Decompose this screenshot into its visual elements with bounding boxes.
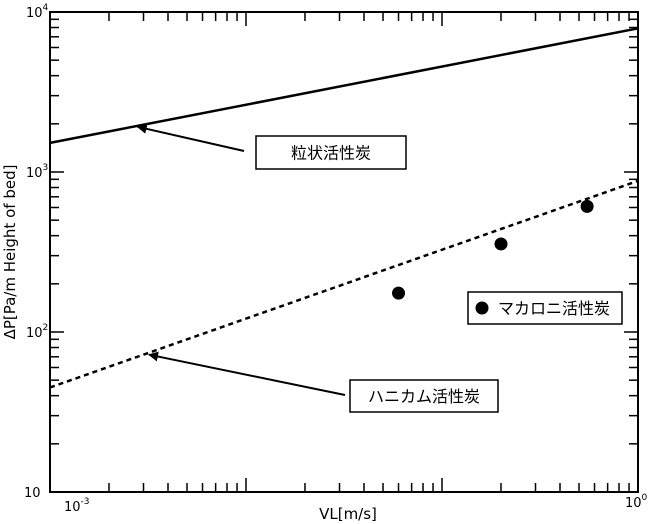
y-tick-label: 104 [26, 3, 49, 21]
label-honeycomb-text: ハニカム活性炭 [368, 387, 480, 406]
label-macaroni: マカロニ活性炭 [467, 291, 623, 325]
y-tick-label: 102 [26, 323, 48, 341]
y-axis-label: ΔP[Pa/m Height of bed] [1, 165, 19, 340]
data-point [392, 286, 406, 300]
ticks: 10 102 103 104 10-3 100 [24, 3, 648, 515]
label-granular: 粒状活性炭 [255, 135, 407, 170]
plot-frame [49, 11, 639, 493]
label-granular-frame [255, 135, 407, 170]
legend-marker [475, 301, 489, 315]
y-tick-label: 103 [26, 163, 48, 181]
series [49, 27, 639, 389]
arrow-honeycomb [148, 351, 346, 396]
label-granular-text: 粒状活性炭 [291, 144, 371, 163]
data-point [494, 237, 508, 251]
label-macaroni-frame [467, 291, 623, 325]
series-line-dashed [49, 179, 639, 389]
label-macaroni-text: マカロニ活性炭 [498, 299, 610, 318]
x-tick-label: 10-3 [64, 497, 90, 515]
axes [49, 11, 639, 493]
label-honeycomb: ハニカム活性炭 [349, 379, 499, 413]
x-axis-label: VL[m/s] [319, 505, 377, 523]
x-tick-label: 100 [625, 493, 648, 511]
series-line-solid [49, 27, 639, 145]
data-point [580, 199, 594, 213]
label-honeycomb-frame [349, 379, 499, 413]
y-tick-label: 10 [24, 486, 41, 501]
arrow-granular [136, 123, 245, 152]
